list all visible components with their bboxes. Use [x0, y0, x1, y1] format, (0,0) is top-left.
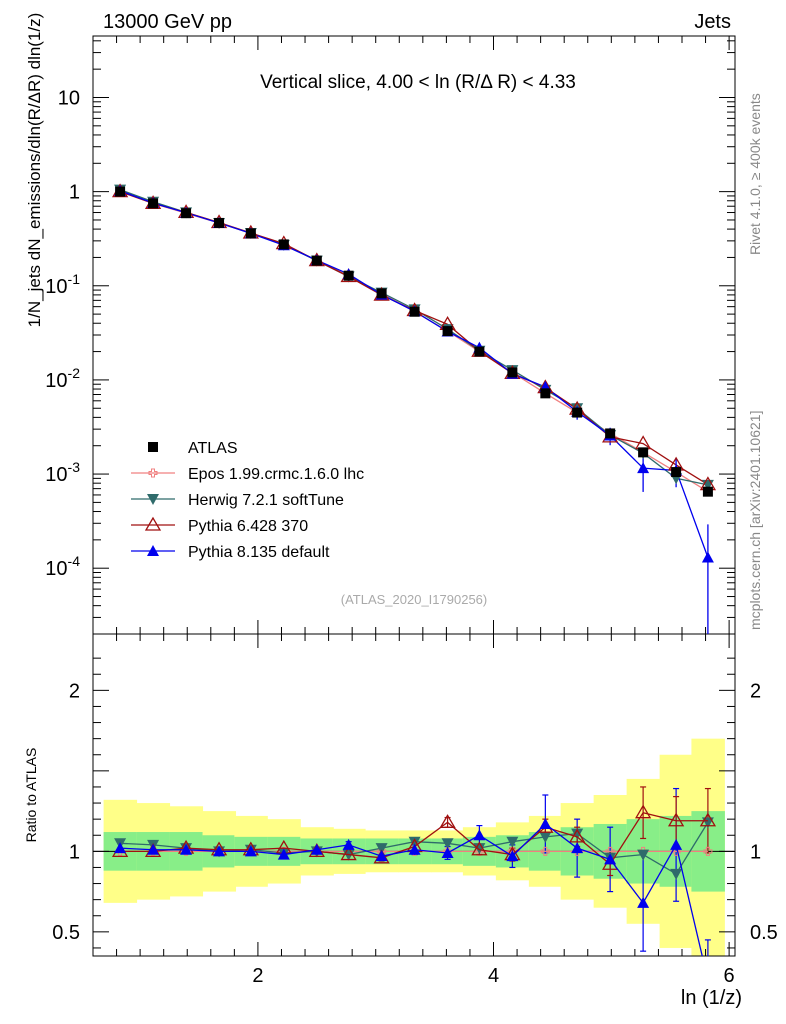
ratio-point [569, 828, 586, 843]
x-axis-label: ln (1/z) [681, 987, 742, 1009]
ratio-point [702, 974, 714, 985]
analysis-id: (ATLAS_2020_I1790256) [341, 592, 487, 607]
atlas-point [343, 270, 354, 281]
ratio-point [670, 868, 683, 880]
atlas-point [409, 306, 420, 317]
legend-marker [144, 516, 162, 531]
atlas-point [442, 326, 453, 337]
ratio-point [441, 846, 454, 858]
legend-label: Pythia 8.135 default [188, 544, 330, 561]
ratio-point [375, 843, 388, 855]
atlas-point [702, 486, 713, 497]
ratio-point [540, 846, 550, 856]
atlas-point [671, 467, 682, 478]
atlas-point [214, 217, 225, 228]
ratio-y-tick-label: 1 [69, 841, 80, 863]
atlas-point [507, 367, 518, 378]
y-tick-label: 10-4 [45, 553, 80, 580]
atlas-point [376, 288, 387, 299]
ratio-point [340, 846, 357, 861]
ratio-point [114, 842, 127, 854]
atlas-point [245, 228, 256, 239]
ratio-point [441, 838, 454, 850]
atlas-point [638, 447, 649, 458]
ratio-frame [92, 633, 736, 957]
atlas-point [572, 407, 583, 418]
legend-marker [147, 494, 159, 505]
legend-label: ATLAS [188, 440, 238, 457]
y-tick-label: 10-3 [45, 459, 80, 486]
ratio-point [699, 812, 717, 827]
ratio-point [571, 842, 584, 854]
ratio-point [147, 843, 160, 855]
atlas-point [540, 388, 551, 399]
y-tick-label: 1 [69, 182, 80, 204]
ratio-y-tick-label-right: 1 [750, 841, 761, 863]
ratio-point [539, 817, 552, 829]
x-tick-label: 4 [488, 965, 499, 987]
ratio-point [604, 853, 617, 865]
atlas-point [115, 186, 126, 197]
ratio-point [637, 849, 650, 861]
ratio-point [375, 850, 388, 862]
ratio-point [408, 843, 421, 855]
legend-marker [147, 545, 159, 556]
ratio-point [473, 843, 486, 855]
y-tick-label: 10-2 [45, 365, 80, 392]
side-label-bottom: mcplots.cern.ch [arXiv:2401.10621] [747, 411, 763, 630]
ratio-point [670, 838, 683, 850]
ratio-point [571, 828, 584, 840]
legend-marker [148, 442, 158, 452]
ratio-y-tick-label-right: 0.5 [750, 922, 778, 944]
ratio-y-tick-label: 0.5 [52, 922, 80, 944]
main-point [637, 462, 650, 474]
ratio-point [634, 804, 652, 819]
ratio-y-tick-label-right: 2 [750, 680, 761, 702]
ratio-point [539, 831, 552, 843]
y-tick-label: 10-1 [45, 271, 80, 298]
legend-label: Pythia 6.428 370 [188, 518, 308, 535]
ratio-point [506, 850, 519, 862]
energy-label: 13000 GeV pp [103, 11, 232, 33]
ratio-point [506, 836, 519, 848]
x-tick-label: 6 [724, 965, 735, 987]
atlas-point [278, 239, 289, 250]
x-tick-label: 2 [252, 965, 263, 987]
ratio-point [703, 846, 713, 856]
y-axis-label: 1/N_jets dN_emissions/dln(R/ΔR) dln(1/z) [25, 13, 44, 328]
atlas-point [311, 255, 322, 266]
atlas-point [181, 208, 192, 219]
atlas-point [148, 198, 159, 209]
ratio-point [408, 836, 421, 848]
side-label-top: Rivet 4.1.0, ≥ 400k events [747, 93, 763, 255]
ratio-y-tick-label: 2 [69, 680, 80, 702]
ratio-point [244, 845, 257, 857]
ratio-point [342, 838, 355, 850]
legend-label: Epos 1.99.crmc.1.6.0 lhc [188, 466, 364, 483]
ratio-point [213, 845, 226, 857]
legend-label: Herwig 7.2.1 softTune [188, 492, 344, 509]
y-tick-label: 10 [58, 87, 80, 109]
ratio-y-label: Ratio to ATLAS [23, 748, 39, 843]
chart-title: Vertical slice, 4.00 < ln (R/Δ R) < 4.33 [260, 72, 576, 93]
ratio-point [637, 896, 650, 908]
legend-marker [148, 468, 158, 478]
ratio-point [439, 814, 456, 829]
atlas-point [474, 346, 485, 357]
ratio-point [310, 843, 323, 855]
main-point [701, 551, 714, 563]
ratio-point [277, 848, 290, 860]
atlas-point [605, 428, 616, 439]
ratio-point [473, 829, 486, 841]
ratio-point [180, 843, 193, 855]
ratio-point [667, 812, 685, 827]
ratio-point [471, 841, 488, 856]
process-label: Jets [694, 11, 731, 33]
